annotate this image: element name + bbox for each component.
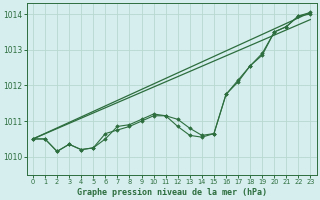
X-axis label: Graphe pression niveau de la mer (hPa): Graphe pression niveau de la mer (hPa) (77, 188, 267, 197)
